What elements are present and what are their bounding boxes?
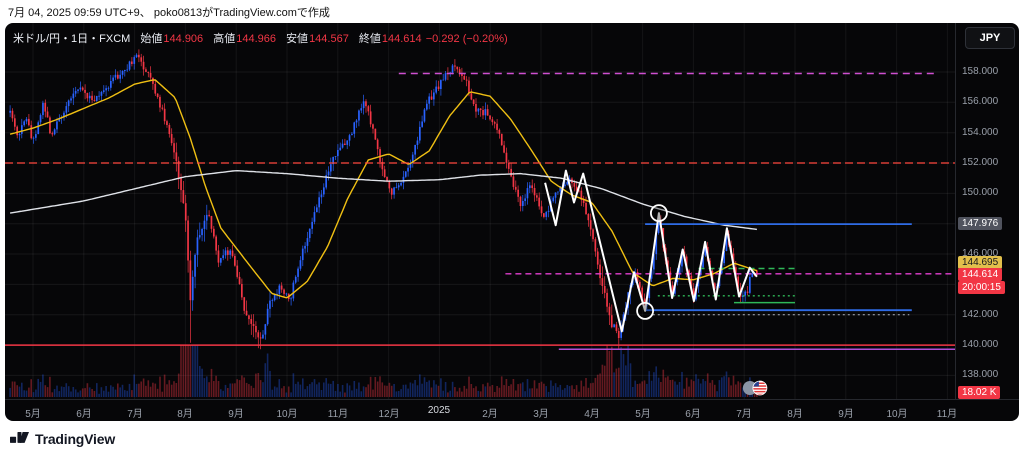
price-label: 146.000 — [962, 248, 999, 259]
close-value: 144.614 — [381, 33, 422, 45]
price-label: 150.000 — [962, 187, 999, 198]
price-label: 140.000 — [962, 339, 999, 350]
time-label: 2月 — [482, 409, 498, 420]
high-value: 144.966 — [236, 33, 276, 45]
time-label: 6月 — [76, 409, 92, 420]
time-label: 10月 — [886, 409, 908, 420]
symbol-title[interactable]: 米ドル/円・1日・FXCM — [13, 33, 131, 45]
time-label: 5月 — [25, 409, 41, 420]
price-label: 154.000 — [962, 127, 999, 138]
close-field: 終値144.614 — [352, 33, 422, 45]
time-label: 4月 — [584, 409, 600, 420]
time-label: 7月 — [127, 409, 143, 420]
time-label: 3月 — [533, 409, 549, 420]
time-label: 5月 — [635, 409, 651, 420]
time-label: 11月 — [936, 409, 958, 420]
price-label: 158.000 — [962, 66, 999, 77]
high-label: 高値 — [213, 33, 236, 45]
close-label: 終値 — [358, 33, 381, 45]
time-label: 7月 — [736, 409, 752, 420]
symbol-legend: 米ドル/円・1日・FXCM 始値144.906 高値144.966 安値144.… — [13, 30, 508, 46]
time-label: 8月 — [177, 409, 193, 420]
footer: TradingView — [10, 431, 115, 447]
open-label: 始値 — [140, 33, 163, 45]
price-axis[interactable]: 158.000 156.000 154.000 152.000 150.000 146.0… — [955, 23, 1019, 399]
price-chart-canvas[interactable] — [5, 23, 955, 399]
time-label: 9月 — [228, 409, 244, 420]
currency-toggle-button[interactable]: JPY — [965, 27, 1015, 49]
high-field: 高値144.966 — [206, 33, 276, 45]
open-field: 始値144.906 — [133, 33, 203, 45]
time-label: 6月 — [685, 409, 701, 420]
volume-tag: 18.02 K — [958, 386, 1001, 399]
time-label: 9月 — [838, 409, 854, 420]
time-label: 2025 — [427, 405, 451, 416]
chart-container[interactable]: 米ドル/円・1日・FXCM 始値144.906 高値144.966 安値144.… — [5, 23, 1019, 421]
low-value: 144.567 — [309, 33, 349, 45]
price-tag: 144.614 — [958, 268, 1003, 281]
time-label: 8月 — [787, 409, 803, 420]
low-field: 安値144.567 — [279, 33, 349, 45]
tradingview-logo-text[interactable]: TradingView — [35, 431, 116, 447]
price-label: 152.000 — [962, 157, 999, 168]
tradingview-logo-icon[interactable] — [10, 431, 29, 447]
price-tag: 147.976 — [958, 217, 1003, 230]
time-label: 11月 — [327, 409, 349, 420]
price-label: 142.000 — [962, 309, 999, 320]
open-value: 144.906 — [163, 33, 204, 45]
low-label: 安値 — [286, 33, 309, 45]
price-label: 156.000 — [962, 96, 999, 107]
time-label: 10月 — [276, 409, 298, 420]
time-axis[interactable]: 5月 6月 7月 8月 9月 10月 11月 12月 2025 2月 3月 4月 5月 6月 7月 8月 9月 1… — [5, 399, 1019, 421]
attribution-text: 7月 04, 2025 09:59 UTC+9、 poko0813がTradin… — [8, 7, 330, 19]
price-label: 138.000 — [962, 369, 999, 380]
price-tag: 144.695 — [958, 256, 1003, 269]
countdown-tag: 20:00:15 — [958, 281, 1005, 294]
change-value: −0.292 (−0.20%) — [425, 33, 508, 45]
time-label: 12月 — [378, 409, 400, 420]
